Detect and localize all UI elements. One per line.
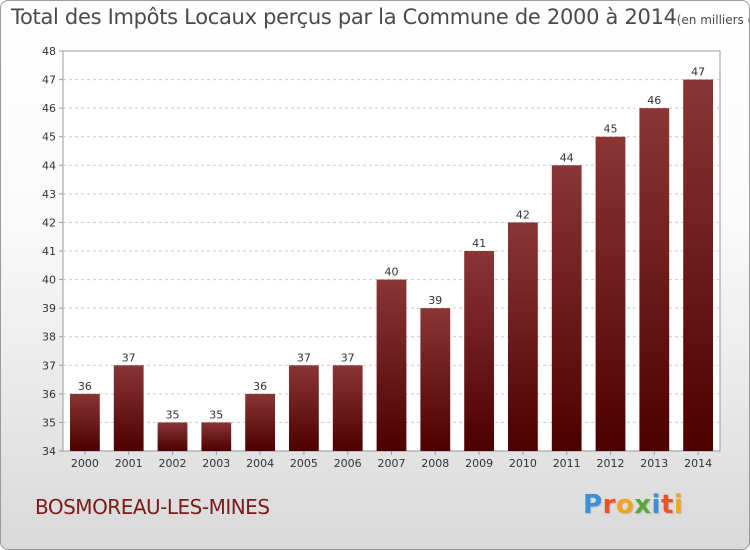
y-tick-label: 36 xyxy=(42,388,56,401)
data-label-2000: 36 xyxy=(78,380,92,393)
y-tick-label: 34 xyxy=(42,445,56,458)
bar-2002 xyxy=(157,422,188,451)
chart-subtitle: (en milliers d'€) xyxy=(676,13,749,27)
data-label-2009: 41 xyxy=(472,237,486,250)
data-label-2006: 37 xyxy=(341,351,355,364)
data-label-2001: 37 xyxy=(122,351,136,364)
logo-letter: P xyxy=(583,490,603,520)
title-text: Total des Impôts Locaux perçus par la Co… xyxy=(11,5,677,29)
y-tick-label: 41 xyxy=(42,245,56,258)
bar-2005 xyxy=(289,365,319,451)
x-tick-label: 2012 xyxy=(597,457,625,470)
data-label-2010: 42 xyxy=(516,208,530,221)
bar-2013 xyxy=(639,108,670,452)
data-label-2005: 37 xyxy=(297,351,311,364)
bar-2010 xyxy=(508,222,538,451)
y-tick-label: 45 xyxy=(42,131,56,144)
chart-title: Total des Impôts Locaux perçus par la Co… xyxy=(11,5,749,29)
bar-2008 xyxy=(420,308,451,451)
data-label-2011: 44 xyxy=(560,151,574,164)
logo-letter: o xyxy=(615,490,635,520)
bar-2000 xyxy=(70,393,100,451)
data-label-2003: 35 xyxy=(209,408,223,421)
x-tick-label: 2008 xyxy=(421,457,449,470)
x-tick-label: 2003 xyxy=(202,457,230,470)
bar-2007 xyxy=(376,279,407,451)
y-tick-label: 48 xyxy=(42,45,56,58)
logo-letter: x xyxy=(634,490,652,520)
bar-2012 xyxy=(595,136,626,451)
y-axis-ticks: 34 35 36 37 38 39 40 41 42 43 44 45 46 47 48 xyxy=(42,45,63,458)
bar-2011 xyxy=(551,165,582,452)
commune-name: BOSMOREAU-LES-MINES xyxy=(35,495,270,519)
logo-letter: t xyxy=(660,490,674,520)
data-label-2004: 36 xyxy=(253,380,267,393)
y-tick-label: 39 xyxy=(42,302,56,315)
data-label-2012: 45 xyxy=(604,123,618,136)
x-tick-label: 2006 xyxy=(334,457,362,470)
y-tick-label: 38 xyxy=(42,331,56,344)
x-tick-label: 2005 xyxy=(290,457,318,470)
data-label-2013: 46 xyxy=(647,94,661,107)
y-tick-label: 47 xyxy=(42,74,56,87)
bars xyxy=(70,79,713,452)
x-tick-label: 2014 xyxy=(684,457,712,470)
proxiti-logo: Proxiti xyxy=(583,490,683,520)
x-tick-label: 2011 xyxy=(553,457,581,470)
data-labels: 36 37 35 35 36 37 37 40 39 41 42 44 45 46 47 xyxy=(78,66,705,422)
bar-2004 xyxy=(245,393,275,451)
bar-2001 xyxy=(113,365,144,451)
x-tick-label: 2007 xyxy=(378,457,406,470)
x-tick-label: 2004 xyxy=(246,457,274,470)
bar-2014 xyxy=(683,79,713,452)
y-tick-label: 44 xyxy=(42,159,56,172)
y-tick-label: 40 xyxy=(42,274,56,287)
x-axis-ticks: 2000 2001 2002 2003 2004 2005 2006 2007 2008 2009… xyxy=(71,451,712,470)
y-tick-label: 42 xyxy=(42,216,56,229)
x-tick-label: 2010 xyxy=(509,457,537,470)
y-tick-label: 43 xyxy=(42,188,56,201)
x-tick-label: 2013 xyxy=(640,457,668,470)
data-label-2007: 40 xyxy=(385,266,399,279)
x-tick-label: 2000 xyxy=(71,457,99,470)
y-tick-label: 37 xyxy=(42,359,56,372)
y-tick-label: 46 xyxy=(42,102,56,115)
x-tick-label: 2009 xyxy=(465,457,493,470)
logo-letter: i xyxy=(651,490,661,520)
data-label-2014: 47 xyxy=(691,66,705,79)
y-tick-label: 35 xyxy=(42,416,56,429)
logo-letter: r xyxy=(602,490,616,520)
logo-letter: i xyxy=(673,490,684,520)
data-label-2008: 39 xyxy=(428,294,442,307)
x-tick-label: 2001 xyxy=(115,457,143,470)
bar-2009 xyxy=(464,251,494,451)
x-tick-label: 2002 xyxy=(159,457,187,470)
bar-2006 xyxy=(332,365,363,451)
bar-2003 xyxy=(201,422,232,451)
data-label-2002: 35 xyxy=(166,408,180,421)
